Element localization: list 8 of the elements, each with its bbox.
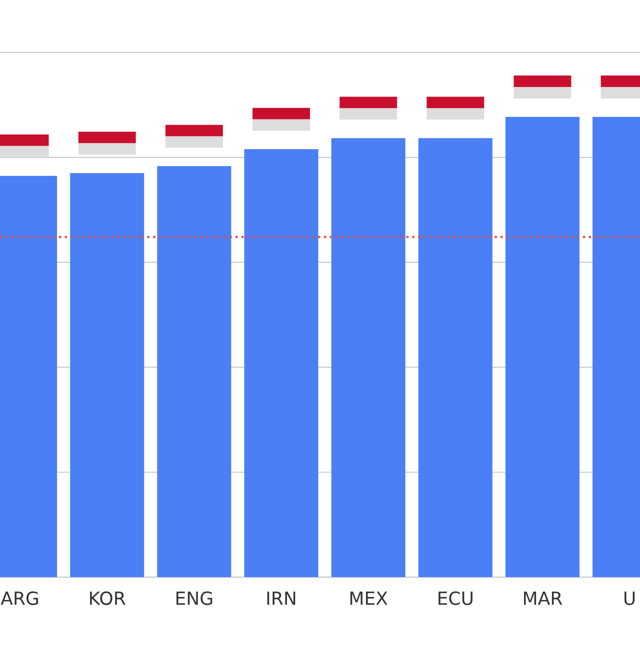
x-tick-label: MAR (524, 592, 562, 605)
x-tick-label: IRN (267, 592, 296, 605)
x-tick-label: ENG (176, 591, 212, 606)
x-tick-label: KOR (90, 591, 126, 606)
x-tick-label: ARG (0, 591, 38, 606)
x-tick-label: ECU (438, 591, 472, 606)
x-tick-label: MEX (350, 592, 388, 605)
x-tick-label: U (624, 592, 635, 606)
